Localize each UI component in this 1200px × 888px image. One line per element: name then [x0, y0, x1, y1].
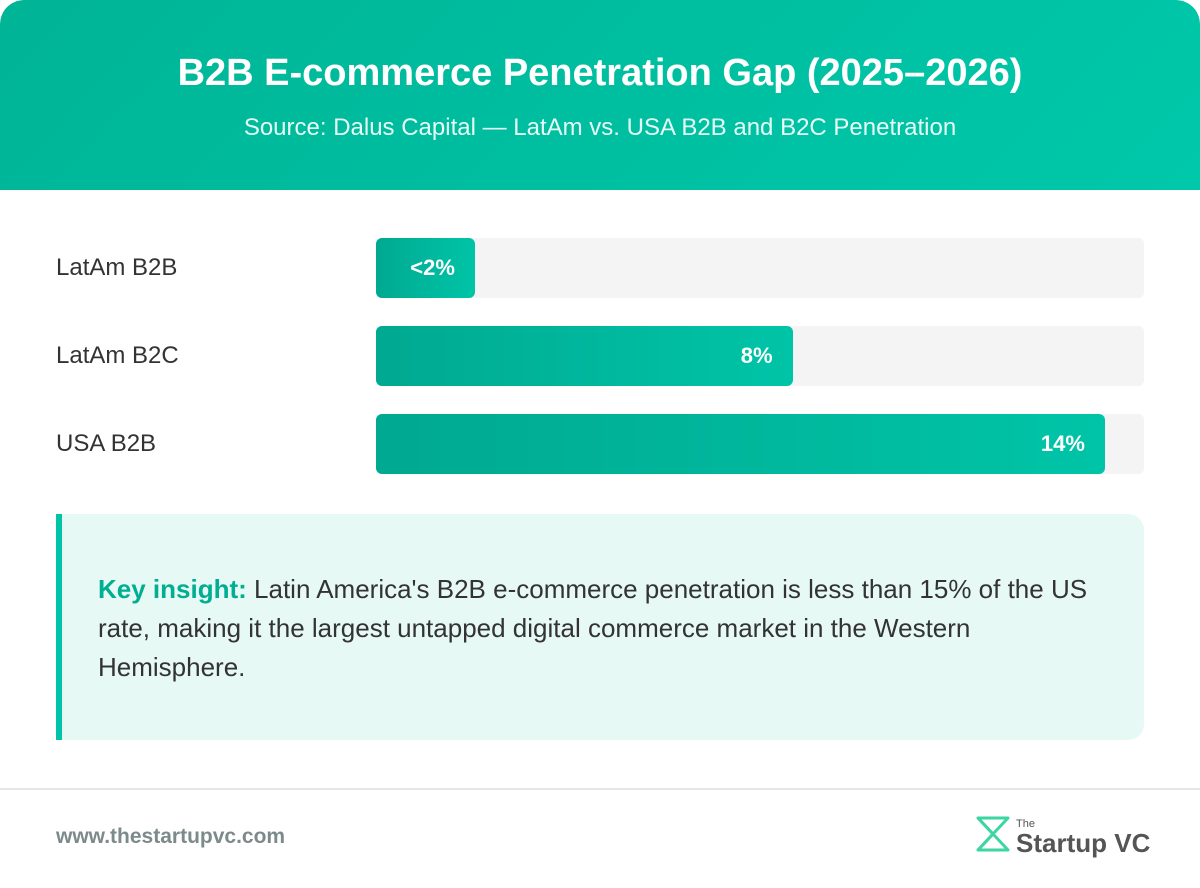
bar-track: [376, 238, 1144, 298]
category-label: LatAm B2B: [56, 254, 178, 281]
bar: [376, 326, 793, 386]
insight-label: Key insight:: [98, 574, 247, 604]
insight-text: Latin America's B2B e-commerce penetrati…: [98, 574, 1088, 682]
logo-icon: [976, 816, 1010, 836]
logo-small: The: [1016, 818, 1035, 830]
header: B2B E-commerce Penetration Gap (2025–202…: [0, 0, 1200, 190]
value-label: 8%: [740, 343, 773, 368]
logo: The Startup VC: [976, 816, 1150, 858]
insight-box: Key insight: Latin America's B2B e-comme…: [56, 514, 1144, 740]
bar: [376, 414, 1105, 474]
chart-title: B2B E-commerce Penetration Gap (2025–202…: [177, 52, 1023, 94]
value-label: <2%: [410, 255, 455, 280]
chart-subtitle: Source: Dalus Capital — LatAm vs. USA B2…: [243, 114, 957, 141]
logo-name: Startup VC: [1016, 828, 1150, 858]
logo-icon: [976, 816, 995, 852]
footer-url: www.thestartupvc.com: [56, 825, 286, 848]
value-label: 14%: [1040, 431, 1085, 456]
bar: [376, 238, 475, 298]
divider: [0, 788, 1200, 790]
logo-icon: [976, 832, 1010, 852]
category-label: USA B2B: [56, 430, 157, 457]
category-label: LatAm B2C: [56, 342, 179, 369]
